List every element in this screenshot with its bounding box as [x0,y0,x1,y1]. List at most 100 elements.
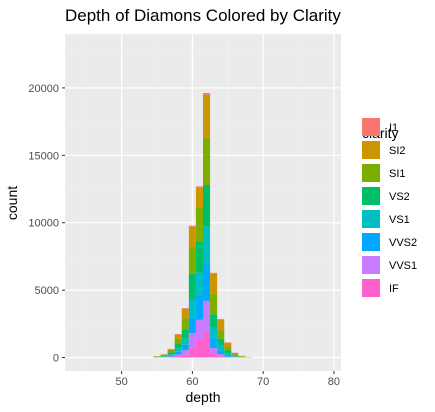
bar-segment [188,348,196,358]
bar-segment [181,308,189,309]
bar-segment [188,226,196,247]
bars-group [153,93,253,358]
bar-segment [203,184,211,227]
legend-label: SI2 [389,145,406,157]
bar-segment [217,330,225,339]
y-tick-label: 15000 [28,150,59,162]
bar-segment [217,345,225,351]
x-tick-label: 60 [186,376,198,388]
bar-segment [231,356,239,357]
bar-segment [188,299,196,318]
bar-segment [195,186,203,188]
bar-segment [224,347,232,351]
legend-label: SI1 [389,168,406,180]
bar-segment [174,334,182,335]
bar-segment [167,352,175,355]
bar-segment [181,350,189,355]
bar-segment [224,342,232,343]
bar-segment [174,348,182,352]
legend-key [362,164,380,182]
y-tick-label: 10000 [28,218,59,230]
legend-key [362,187,380,205]
bar-segment [188,225,196,227]
x-tick-label: 50 [115,376,127,388]
bar-segment [167,350,175,353]
legend-key [362,279,380,297]
bar-segment [210,337,218,349]
bar-segment [217,356,225,358]
bar-segment [167,355,175,357]
x-tick-label: 70 [257,376,269,388]
bar-segment [224,356,232,358]
bar-segment [210,272,218,274]
bar-segment [174,334,182,339]
bar-segment [174,356,182,358]
bar-segment [160,354,168,355]
bar-segment [174,338,182,345]
bar-segment [203,137,211,185]
legend-label: VS2 [389,191,410,203]
bar-segment [231,352,239,355]
bar-segment [195,241,203,273]
legend-label: IF [389,283,399,295]
x-tick-label: 80 [328,376,340,388]
bar-segment [238,355,246,357]
bar-segment [224,342,232,348]
bar-segment [188,246,196,274]
bar-segment [181,308,189,319]
bar-segment [217,319,225,331]
bar-segment [210,353,218,358]
bar-segment [167,354,175,356]
y-tick-label: 5000 [35,285,59,297]
legend-label: VVS1 [389,260,417,272]
y-axis-title: count [4,186,20,220]
legend: I1 SI2 SI1 VS2 VS1 VVS2 VVS1 IF [362,118,417,297]
legend-key [362,141,380,159]
bar-segment [174,344,182,349]
bar-segment [188,333,196,349]
bar-segment [174,354,182,357]
x-axis-title: depth [185,389,220,405]
bar-segment [195,339,203,358]
bar-segment [181,329,189,339]
y-tick-label: 20000 [28,83,59,95]
bar-segment [231,354,239,356]
bar-segment [210,273,218,295]
chart-title: Depth of Diamons Colored by Clarity [65,6,341,25]
bar-segment [224,353,232,356]
bar-segment [181,338,189,345]
bar-segment [217,350,225,355]
bar-segment [188,317,196,334]
bar-segment [210,294,218,315]
bar-segment [210,348,218,354]
bar-segment [160,354,168,356]
bar-segment [181,354,189,358]
bar-segment [167,349,175,351]
bar-segment [210,327,218,338]
x-axis: 50 60 70 80 [115,371,340,388]
bar-segment [174,351,182,355]
legend-label: VVS2 [389,237,417,249]
bar-segment [188,273,196,300]
bar-segment [195,295,203,320]
bar-segment [181,344,189,351]
bar-segment [181,318,189,330]
bar-segment [217,338,225,346]
bar-segment [203,264,211,301]
bar-segment [224,350,232,354]
bar-segment [195,187,203,208]
bar-segment [160,355,168,357]
bar-segment [195,207,203,242]
bar-segment [203,331,211,358]
bar-segment [203,94,211,138]
y-tick-label: 0 [53,353,59,365]
bar-segment [224,355,232,357]
bar-segment [167,356,175,358]
legend-key [362,210,380,228]
bar-segment [203,93,211,95]
bar-segment [217,318,225,320]
legend-label: I1 [389,122,398,134]
bar-segment [217,354,225,357]
legend-key [362,233,380,251]
